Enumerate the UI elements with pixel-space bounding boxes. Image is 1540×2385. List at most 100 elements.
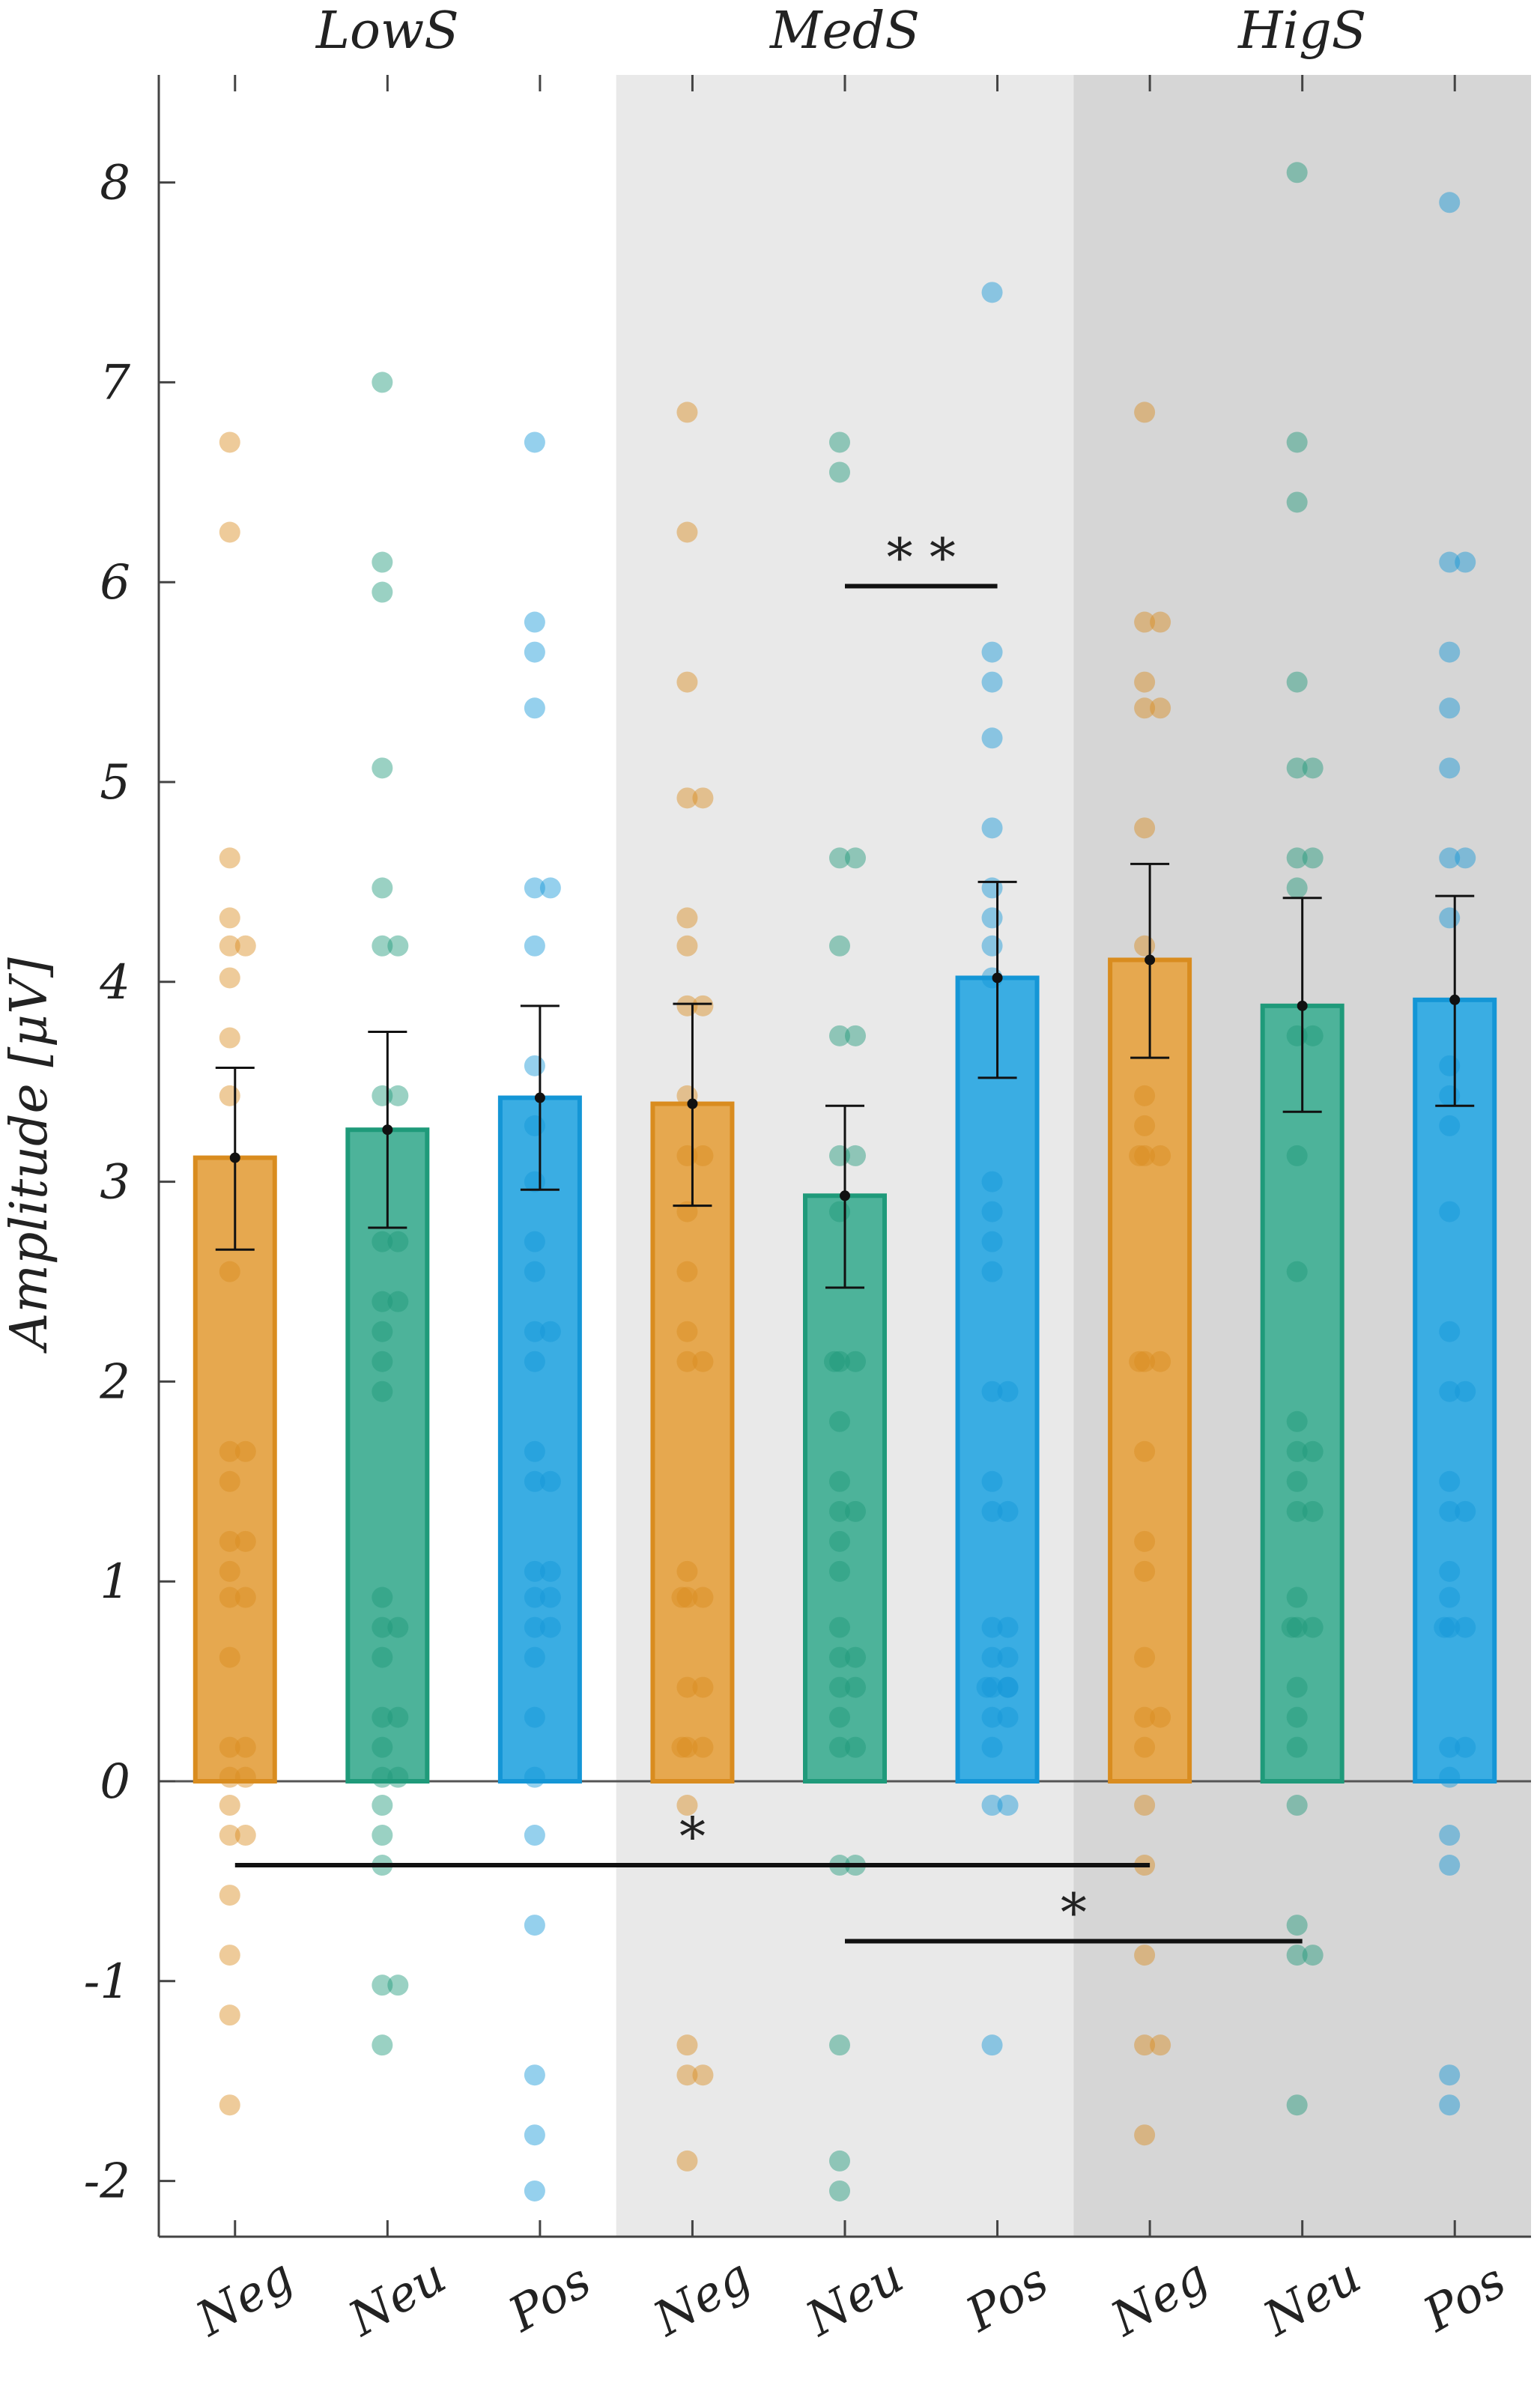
data-point [387,1616,409,1638]
data-point [676,907,698,929]
data-point [219,1945,240,1966]
data-point [692,2064,714,2086]
data-point [829,1351,850,1372]
data-point [524,1055,545,1076]
data-point [829,847,850,869]
data-point [1134,611,1156,633]
data-point [1439,641,1461,663]
data-point [981,282,1003,303]
data-point [1286,1616,1308,1638]
data-point [1134,1440,1156,1462]
data-point [524,1560,545,1582]
y-tick-label: 3 [100,1155,130,1210]
data-point [219,1646,240,1668]
data-point [219,1885,240,1906]
data-point [1134,1115,1156,1136]
bar-higs-neg [1108,957,1192,1784]
data-point [524,641,545,663]
data-point [845,1145,866,1166]
data-point [1286,1915,1308,1936]
data-point [1455,1381,1476,1402]
data-point [981,1201,1003,1222]
data-point [997,1616,1019,1638]
data-point [692,1736,714,1758]
significance-label: * * [887,527,956,589]
data-point [845,1736,866,1758]
data-point [981,877,1003,899]
data-point [372,1736,393,1758]
data-point [1302,1945,1324,1966]
data-point [539,1470,561,1492]
data-point [219,847,240,869]
data-point [676,521,698,543]
data-point [829,1560,850,1582]
data-point [372,1616,393,1638]
data-point [692,787,714,809]
data-point [524,431,545,453]
data-point [845,847,866,869]
data-point [1150,1145,1171,1166]
data-point [981,1795,1003,1816]
data-point [219,1825,240,1846]
bar-meds-pos [955,975,1040,1784]
data-point [829,1676,850,1698]
data-point [524,1766,545,1788]
data-point [676,671,698,693]
data-point [372,1766,393,1788]
mean-marker [1145,954,1156,966]
data-point [1129,1351,1151,1372]
data-point [1286,431,1308,453]
data-point [524,1915,545,1936]
data-point [1286,757,1308,779]
data-point [671,1736,693,1758]
data-point [1455,551,1476,573]
y-tick-label: 4 [99,955,130,1010]
data-point [1134,1145,1156,1166]
data-point [1150,1351,1171,1372]
error-bars [215,862,1475,1289]
data-point [387,1291,409,1312]
data-point [372,877,393,899]
data-point [524,611,545,633]
data-point [1439,1766,1461,1788]
data-point [1439,2064,1461,2086]
data-point [1134,817,1156,839]
data-point [1286,1945,1308,1966]
data-point [676,1736,698,1758]
data-point [1286,1736,1308,1758]
x-tick-label-pos: Pos [957,2253,1058,2344]
data-point [219,1470,240,1492]
data-point [1439,757,1461,779]
data-point [1439,1855,1461,1876]
data-point [524,697,545,719]
data-point [372,1381,393,1402]
data-point [829,1646,850,1668]
group-label-lows: LowS [315,1,459,61]
data-point [676,2064,698,2086]
x-tick-label-pos: Pos [1414,2253,1515,2344]
data-point [981,935,1003,957]
significance-label: * [1061,1882,1087,1943]
data-point [981,1171,1003,1192]
data-point [524,2064,545,2086]
data-point [219,1261,240,1282]
data-point [676,1795,698,1816]
x-tick-label-neu: Neu [796,2249,913,2348]
data-point [219,1085,240,1106]
significance-markers: * * * * [234,527,1303,1944]
data-point [234,1766,256,1788]
data-point [829,1500,850,1522]
data-point [1455,847,1476,869]
data-point [845,1676,866,1698]
data-point [676,787,698,809]
data-point [372,2034,393,2056]
x-tick-label-neg: Neg [643,2249,760,2348]
data-point [981,1736,1003,1758]
data-point [1150,697,1171,719]
data-point [524,2124,545,2146]
data-point [1455,1616,1476,1638]
data-point [981,641,1003,663]
data-point [676,401,698,423]
data-point [1439,1587,1461,1608]
data-point [234,1530,256,1552]
